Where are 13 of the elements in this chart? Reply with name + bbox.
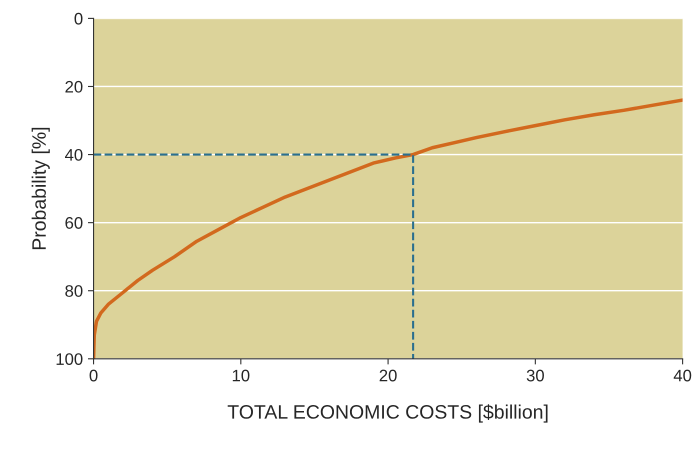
y-tick-label: 80 (65, 285, 82, 297)
y-tick-label: 20 (65, 80, 82, 93)
y-tick-label: 60 (65, 217, 82, 229)
y-tick-label: 0 (74, 12, 82, 25)
y-tick-label: 40 (64, 148, 82, 161)
x-tick-label: 20 (380, 370, 397, 382)
x-tick-label: 10 (232, 370, 250, 382)
y-axis-title: Probability [%] (32, 128, 50, 250)
x-tick-label: 0 (90, 370, 98, 382)
x-tick-label: 40 (674, 370, 692, 382)
y-tick-label: 100 (56, 353, 82, 366)
x-axis-title: TOTAL ECONOMIC COSTS [$billion] (228, 404, 548, 423)
x-tick-label: 30 (526, 370, 544, 382)
